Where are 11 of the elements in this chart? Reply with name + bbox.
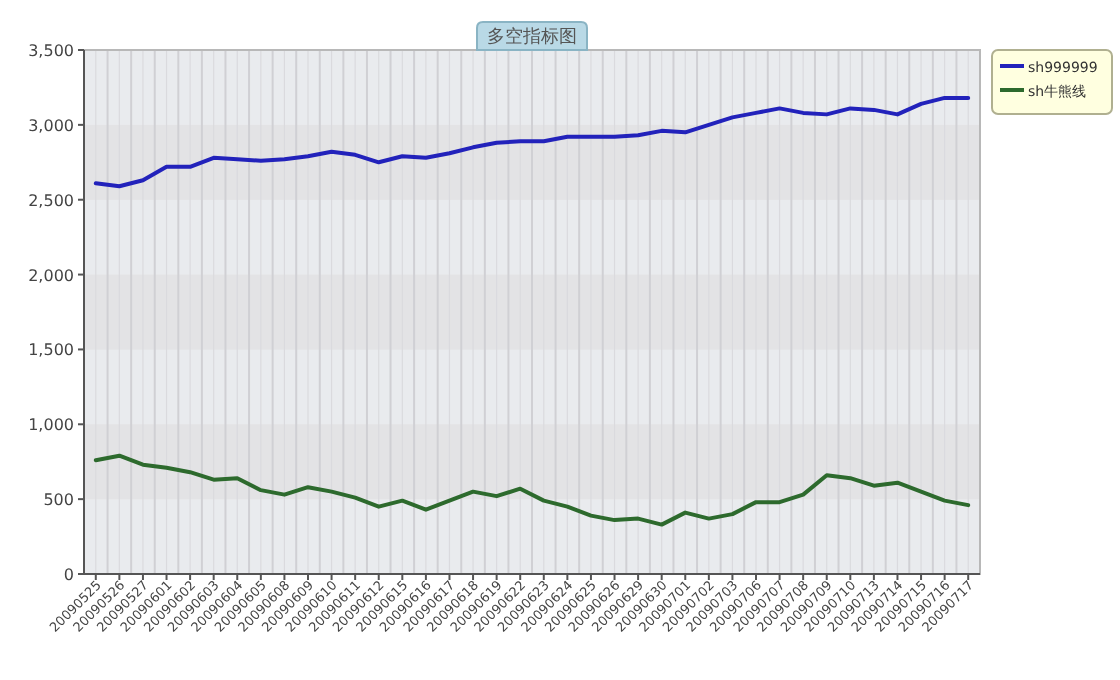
chart-title: 多空指标图	[487, 26, 577, 48]
y-tick-label: 1,500	[28, 341, 74, 360]
y-tick-label: 500	[43, 491, 74, 510]
line-series	[93, 453, 971, 527]
y-tick-label: 3,500	[28, 42, 74, 60]
y-tick-label: 2,500	[28, 191, 74, 210]
y-tick-label: 0	[63, 566, 74, 584]
y-tick-label: 2,000	[28, 266, 74, 285]
line-series	[93, 95, 971, 189]
y-tick-label: 3,000	[28, 116, 74, 135]
y-tick-label: 1,000	[28, 416, 74, 435]
